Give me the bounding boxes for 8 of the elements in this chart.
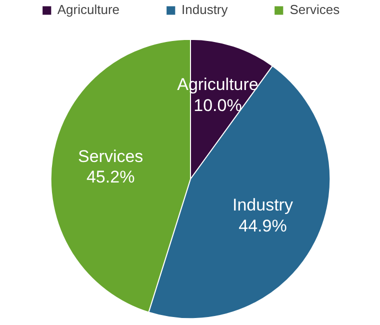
data-label: 44.9%	[238, 216, 287, 236]
legend-label: Services	[290, 2, 340, 17]
legend-label: Agriculture	[57, 2, 120, 17]
slice-label: Industry	[232, 195, 294, 214]
data-label: 10.0%	[194, 96, 242, 116]
legend-label: Industry	[182, 2, 228, 17]
data-label: 45.2%	[86, 168, 135, 187]
slice-label: Services	[78, 146, 144, 166]
